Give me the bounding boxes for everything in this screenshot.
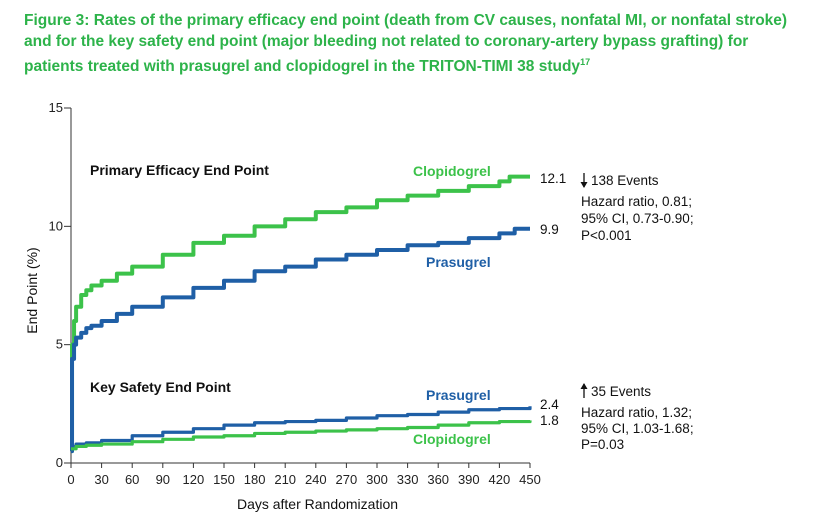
end-value-label-prasugrel-safety: 2.4: [540, 397, 559, 412]
y-tick-label: 10: [49, 218, 63, 233]
labels-layer: Days after Randomization End Point (%) Pri…: [24, 162, 694, 512]
down-arrow-icon: [580, 173, 588, 188]
x-tick-label: 0: [67, 472, 74, 487]
hazard-line-safety: 95% CI, 1.03-1.68;: [581, 421, 694, 436]
x-tick-label: 240: [305, 472, 327, 487]
figure-title: Figure 3: Rates of the primary efficacy …: [24, 10, 804, 77]
x-tick-label: 60: [125, 472, 139, 487]
series-line-prasugrel-safety: [71, 406, 532, 449]
up-arrow-icon: [580, 383, 588, 398]
series-line-prasugrel-efficacy: [70, 226, 530, 454]
hazard-line-safety: P=0.03: [581, 437, 624, 452]
x-tick-label: 120: [183, 472, 205, 487]
x-tick-label: 390: [458, 472, 480, 487]
x-axis-title: Days after Randomization: [237, 496, 398, 512]
x-tick-label: 330: [397, 472, 419, 487]
series-line-clopidogrel-safety: [71, 419, 532, 451]
hazard-line-safety: Hazard ratio, 1.32;: [581, 405, 692, 420]
x-tick-label: 30: [94, 472, 108, 487]
x-tick-label: 180: [244, 472, 266, 487]
series-label-prasugrel-safety: Prasugrel: [426, 387, 491, 403]
x-tick-label: 270: [336, 472, 358, 487]
x-tick-label: 450: [519, 472, 541, 487]
chart-axes: 0 30 60 90 120 150 180 210 240 270 300 330 360 390 420…: [49, 100, 541, 487]
events-label-efficacy: 138 Events: [591, 173, 659, 188]
y-axis-title: End Point (%): [24, 247, 40, 333]
panel-label-safety: Key Safety End Point: [90, 379, 231, 395]
series-line-clopidogrel-efficacy: [70, 174, 530, 454]
y-tick-label: 0: [56, 455, 63, 470]
up-arrow-icon-head: [580, 383, 588, 389]
hazard-line-efficacy: Hazard ratio, 0.81;: [581, 194, 692, 209]
end-value-label-clopidogrel-safety: 1.8: [540, 413, 559, 428]
series-label-prasugrel-efficacy: Prasugrel: [426, 254, 491, 270]
y-tick-label: 15: [49, 100, 63, 115]
panel-label-efficacy: Primary Efficacy End Point: [90, 162, 269, 178]
down-arrow-icon-head: [580, 182, 588, 188]
x-tick-label: 150: [213, 472, 235, 487]
series-label-clopidogrel-safety: Clopidogrel: [413, 431, 491, 447]
end-value-label-clopidogrel-efficacy: 12.1: [540, 171, 566, 186]
x-tick-label: 420: [489, 472, 511, 487]
x-tick-label: 360: [427, 472, 449, 487]
x-tick-label: 300: [366, 472, 388, 487]
hazard-line-efficacy: P<0.001: [581, 228, 632, 243]
figure-title-text: Figure 3: Rates of the primary efficacy …: [24, 12, 788, 76]
series-layer: [70, 174, 532, 454]
x-tick-label: 210: [274, 472, 296, 487]
x-tick-label: 90: [156, 472, 170, 487]
y-tick-label: 5: [56, 337, 63, 352]
series-label-clopidogrel-efficacy: Clopidogrel: [413, 163, 491, 179]
events-label-safety: 35 Events: [591, 384, 651, 399]
figure-title-reference: 17: [580, 57, 591, 67]
hazard-line-efficacy: 95% CI, 0.73-0.90;: [581, 211, 694, 226]
end-value-label-prasugrel-efficacy: 9.9: [540, 222, 559, 237]
